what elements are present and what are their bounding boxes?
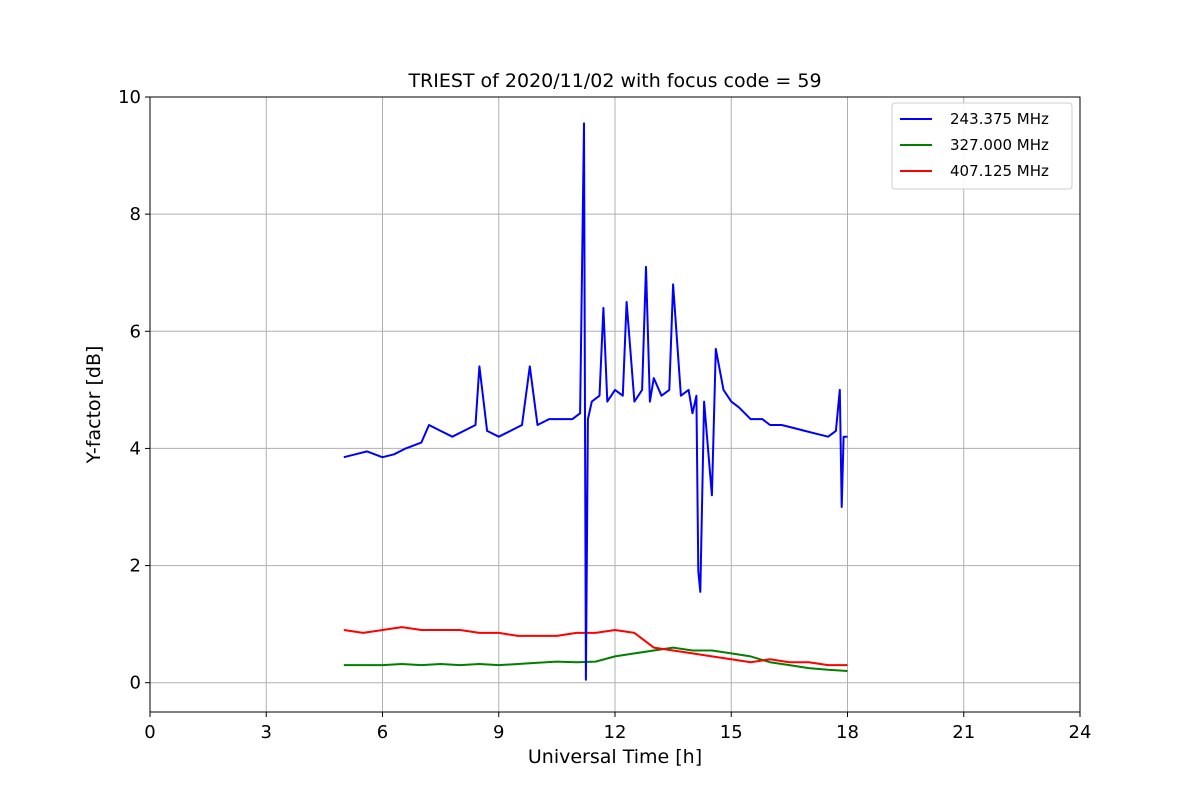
x-tick-label: 9 [493, 722, 504, 743]
series-line-0 [343, 122, 848, 681]
x-axis-label: Universal Time [h] [528, 746, 702, 768]
y-axis-ticks: 0 2 4 6 8 10 [118, 87, 150, 694]
chart-title: TRIEST of 2020/11/02 with focus code = 5… [407, 70, 821, 92]
legend-box [891, 102, 1073, 190]
y-tick-label: 2 [130, 556, 141, 577]
y-tick-label: 4 [130, 438, 141, 459]
grid [149, 96, 1081, 712]
x-tick-label: 12 [604, 722, 627, 743]
x-tick-label: 18 [836, 722, 859, 743]
series-line-2 [343, 626, 848, 667]
y-tick-label: 6 [130, 321, 141, 342]
x-tick-label: 6 [377, 722, 388, 743]
y-axis-label: Y-factor [dB] [83, 346, 105, 465]
legend-label: 407.125 MHz [950, 162, 1049, 180]
x-tick-label: 3 [261, 722, 272, 743]
x-axis-ticks: 0 3 6 9 12 15 18 21 24 [144, 712, 1091, 743]
x-tick-label: 15 [720, 722, 743, 743]
y-tick-label: 8 [130, 204, 141, 225]
x-tick-label: 0 [144, 722, 155, 743]
x-tick-label: 24 [1069, 722, 1092, 743]
y-tick-label: 10 [118, 87, 141, 108]
legend: 243.375 MHz 327.000 MHz 407.125 MHz [891, 102, 1073, 190]
y-tick-label: 0 [130, 673, 141, 694]
x-tick-label: 21 [952, 722, 975, 743]
legend-label: 327.000 MHz [950, 136, 1049, 154]
legend-label: 243.375 MHz [950, 110, 1049, 128]
plot-series [343, 122, 848, 681]
